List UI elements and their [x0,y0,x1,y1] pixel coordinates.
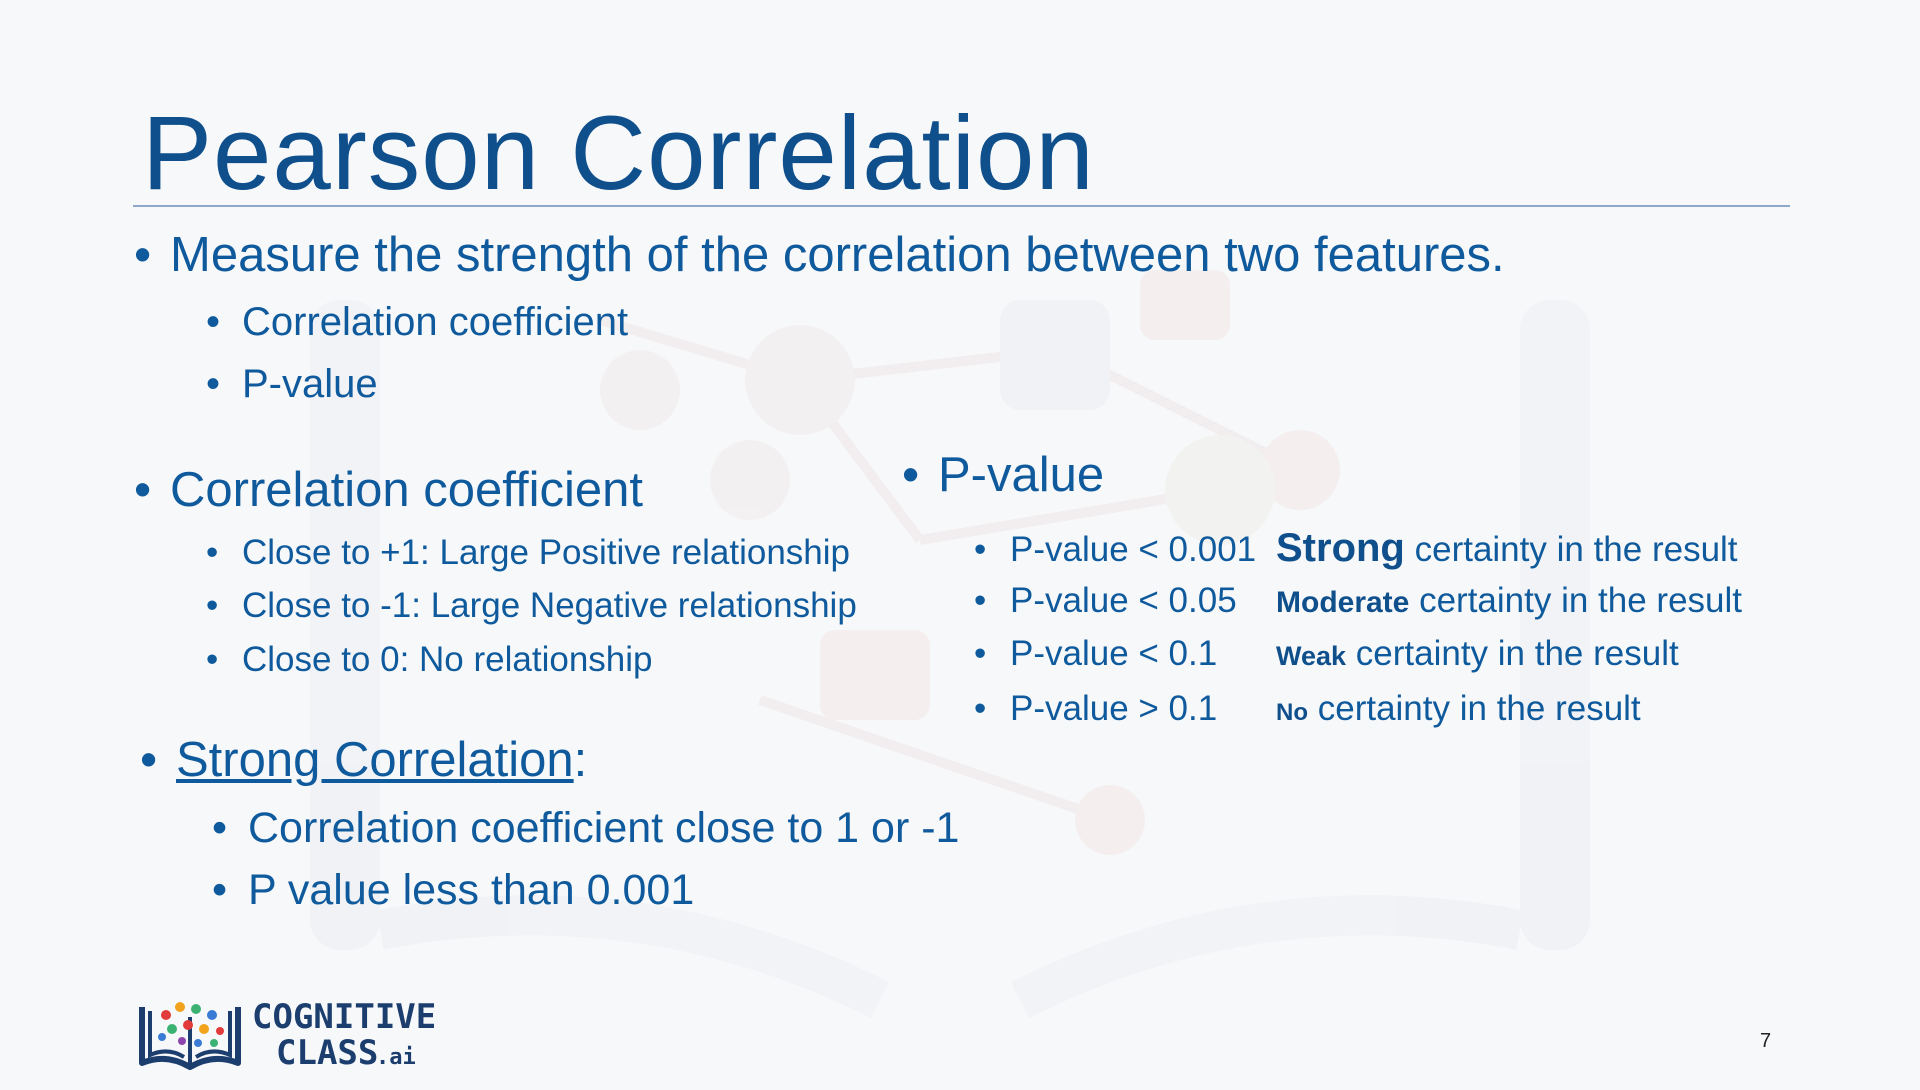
bullet-text: Close to -1: Large Negative relationship [242,586,857,625]
p-value-condition: P-value < 0.001 [1010,530,1257,569]
bullet-dot: • [212,866,228,914]
p-value-condition: P-value < 0.05 [1010,581,1237,620]
certainty-level: No [1276,699,1308,726]
certainty-level: Weak [1276,641,1347,671]
bullet-dot: • [140,733,158,787]
bullet-text: P value less than 0.001 [248,866,695,914]
certainty-text: certainty in the result [1308,689,1641,728]
sub-bullet-close-zero: • Close to 0: No relationship [206,639,653,681]
bullet-text: Correlation coefficient [170,463,644,517]
sub-bullet-close-positive: • Close to +1: Large Positive relationshi… [206,532,850,574]
logo-text-line2: CLASS [276,1033,379,1073]
bullet-text: Close to 0: No relationship [242,640,653,679]
sub-bullet-p-less: • P value less than 0.001 [212,865,694,917]
slide-title: Pearson Correlation [142,95,1095,212]
bullet-dot: • [206,586,219,625]
bullet-dot: • [206,362,221,406]
certainty-text: certainty in the result [1346,634,1679,673]
bullet-dot: • [134,228,152,282]
certainty-level: Strong [1276,526,1405,570]
bullet-text: P-value [938,448,1105,502]
p-value-condition: P-value > 0.1 [1010,689,1218,728]
cognitive-class-logo: COGNITIVE CLASS .ai [136,997,456,1073]
heading-colon: : [573,733,588,787]
bullet-text: Correlation coefficient [242,300,629,344]
p-value-row-strong: • P-value < 0.001 Strong certainty in the … [974,524,1738,572]
sub-bullet-close-negative: • Close to -1: Large Negative relationshi… [206,585,857,627]
bullet-dot: • [974,689,987,728]
bullet-text: Close to +1: Large Positive relationship [242,533,850,572]
bullet-dot: • [974,634,987,673]
book-network-icon [139,1002,241,1070]
bullet-dot: • [206,533,219,572]
bullet-strong-correlation: • Strong Correlation: [140,731,587,790]
p-value-condition: P-value < 0.1 [1010,634,1218,673]
bullet-dot: • [902,448,920,502]
certainty-level: Moderate [1276,586,1410,619]
page-number: 7 [1760,1030,1772,1052]
bullet-dot: • [206,300,221,344]
bullet-dot: • [134,463,152,517]
bullet-correlation-coefficient: • Correlation coefficient [134,461,643,520]
bullet-dot: • [212,804,228,852]
bullet-dot: • [206,640,219,679]
sub-bullet-p-value: • P-value [206,360,378,408]
bullet-dot: • [974,530,987,569]
sub-bullet-correlation-coefficient: • Correlation coefficient [206,298,628,346]
title-divider [133,205,1790,207]
bullet-text: Correlation coefficient close to 1 or -1 [248,804,960,852]
bullet-text: Measure the strength of the correlation … [170,228,1505,282]
certainty-text: certainty in the result [1409,581,1743,620]
bullet-dot: • [974,581,987,620]
logo-text-line1: COGNITIVE [252,997,437,1037]
bullet-p-value: • P-value [902,446,1104,505]
bullet-text: P-value [242,362,378,406]
p-value-row-weak: • P-value < 0.1 Weak certainty in the resu… [974,633,1679,675]
logo-text-suffix: .ai [376,1045,416,1070]
p-value-row-none: • P-value > 0.1 No certainty in the result [974,688,1641,730]
bullet-measure-strength: • Measure the strength of the correlation… [134,226,1505,285]
p-value-row-moderate: • P-value < 0.05 Moderate certainty in the… [974,580,1742,622]
sub-bullet-coefficient-close: • Correlation coefficient close to 1 or -… [212,803,959,855]
certainty-text: certainty in the result [1404,530,1738,569]
strong-correlation-link[interactable]: Strong Correlation [176,733,574,787]
